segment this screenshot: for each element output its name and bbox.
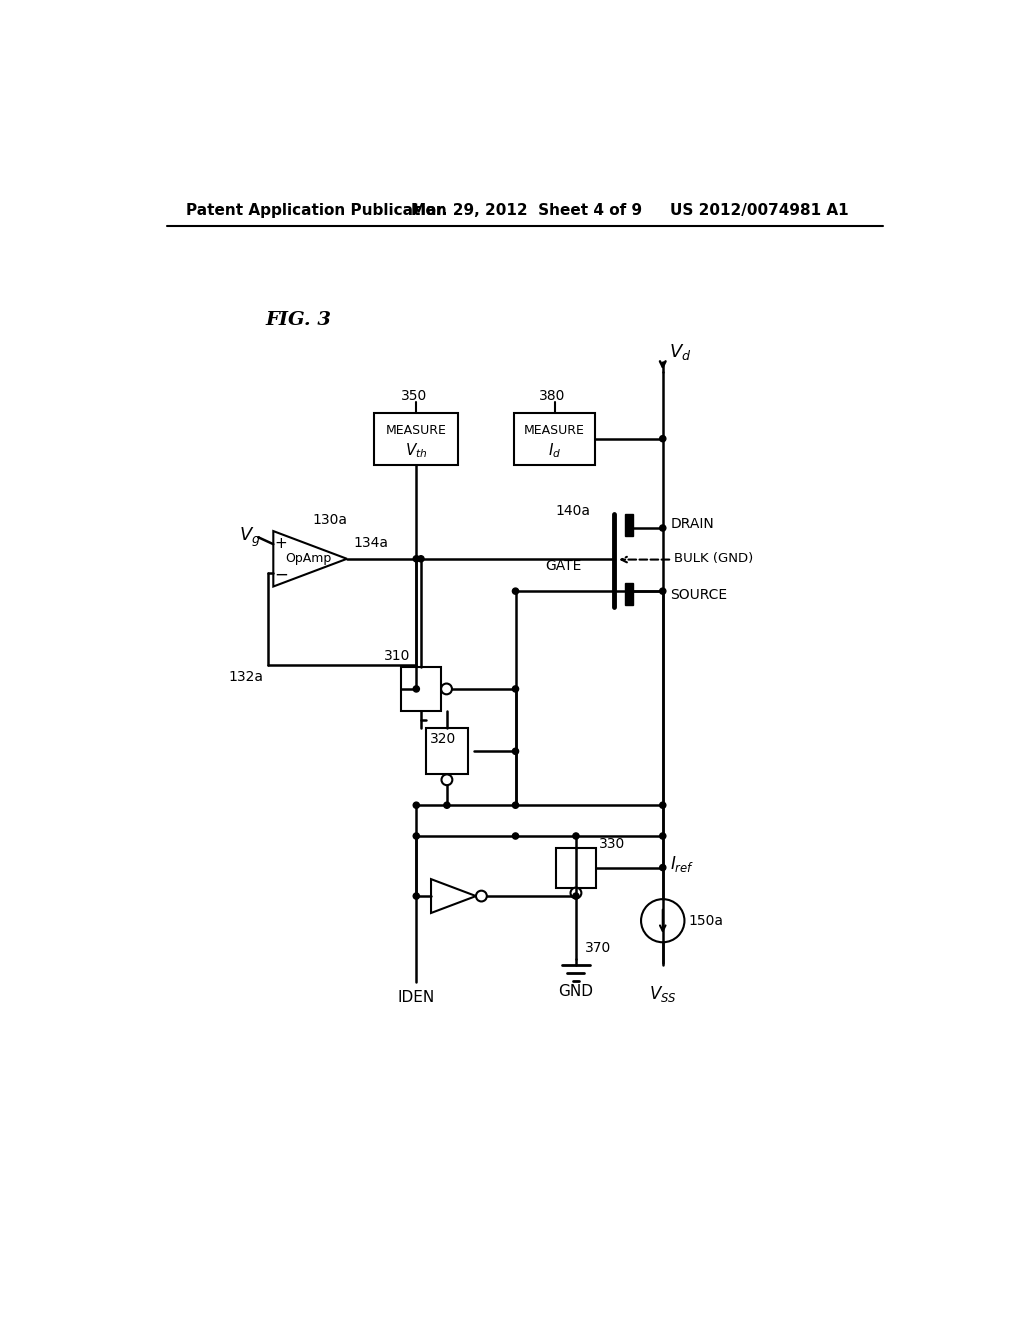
Circle shape	[659, 865, 666, 871]
Text: FIG. 3: FIG. 3	[266, 312, 332, 329]
Circle shape	[414, 892, 420, 899]
Circle shape	[414, 803, 420, 808]
Bar	[375, 412, 458, 465]
Polygon shape	[273, 531, 347, 586]
Text: GND: GND	[558, 983, 594, 999]
Circle shape	[414, 833, 420, 840]
Text: SOURCE: SOURCE	[671, 587, 728, 602]
Text: MEASURE: MEASURE	[386, 424, 446, 437]
Circle shape	[659, 803, 666, 808]
Circle shape	[572, 892, 579, 899]
Text: 350: 350	[400, 388, 427, 403]
Circle shape	[512, 833, 518, 840]
Text: 310: 310	[384, 649, 411, 663]
Circle shape	[476, 891, 486, 902]
Text: 370: 370	[586, 941, 611, 954]
Bar	[625, 583, 633, 605]
Text: $V_{th}$: $V_{th}$	[404, 441, 428, 459]
Circle shape	[659, 589, 666, 594]
Circle shape	[418, 556, 424, 562]
Text: $I_d$: $I_d$	[548, 441, 561, 459]
Text: IDEN: IDEN	[397, 990, 435, 1006]
Circle shape	[659, 525, 666, 531]
Text: 330: 330	[599, 837, 626, 851]
Circle shape	[441, 684, 452, 694]
Text: 130a: 130a	[312, 513, 347, 527]
Text: 150a: 150a	[688, 913, 723, 928]
Text: BULK (GND): BULK (GND)	[675, 552, 754, 565]
Circle shape	[512, 589, 518, 594]
Text: $V_g$: $V_g$	[239, 525, 261, 549]
Circle shape	[512, 748, 518, 755]
Text: DRAIN: DRAIN	[671, 517, 715, 531]
Circle shape	[512, 803, 518, 808]
Circle shape	[570, 887, 582, 899]
Text: Mar. 29, 2012  Sheet 4 of 9: Mar. 29, 2012 Sheet 4 of 9	[411, 203, 642, 218]
Circle shape	[512, 686, 518, 692]
Text: OpAmp: OpAmp	[286, 552, 332, 565]
Text: $V_{SS}$: $V_{SS}$	[649, 983, 677, 1003]
Text: US 2012/0074981 A1: US 2012/0074981 A1	[671, 203, 849, 218]
Circle shape	[572, 833, 579, 840]
Bar	[625, 515, 633, 536]
Text: 320: 320	[429, 733, 456, 746]
Bar	[426, 729, 468, 775]
Circle shape	[414, 556, 420, 562]
Text: GATE: GATE	[546, 560, 582, 573]
Circle shape	[414, 686, 420, 692]
Text: −: −	[274, 565, 288, 583]
Circle shape	[443, 803, 450, 808]
Text: 134a: 134a	[353, 536, 388, 550]
Text: Patent Application Publication: Patent Application Publication	[186, 203, 446, 218]
Text: +: +	[274, 536, 288, 550]
Text: MEASURE: MEASURE	[524, 424, 585, 437]
Bar	[400, 667, 441, 711]
Text: 140a: 140a	[556, 504, 591, 517]
Circle shape	[441, 775, 453, 785]
Text: $I_{ref}$: $I_{ref}$	[671, 854, 695, 874]
Circle shape	[659, 436, 666, 442]
Text: 380: 380	[539, 388, 565, 403]
Text: 132a: 132a	[228, 671, 264, 684]
Bar	[556, 847, 596, 887]
Circle shape	[641, 899, 684, 942]
Text: $V_d$: $V_d$	[669, 342, 691, 363]
Polygon shape	[431, 879, 476, 913]
Bar	[514, 412, 595, 465]
Circle shape	[659, 833, 666, 840]
